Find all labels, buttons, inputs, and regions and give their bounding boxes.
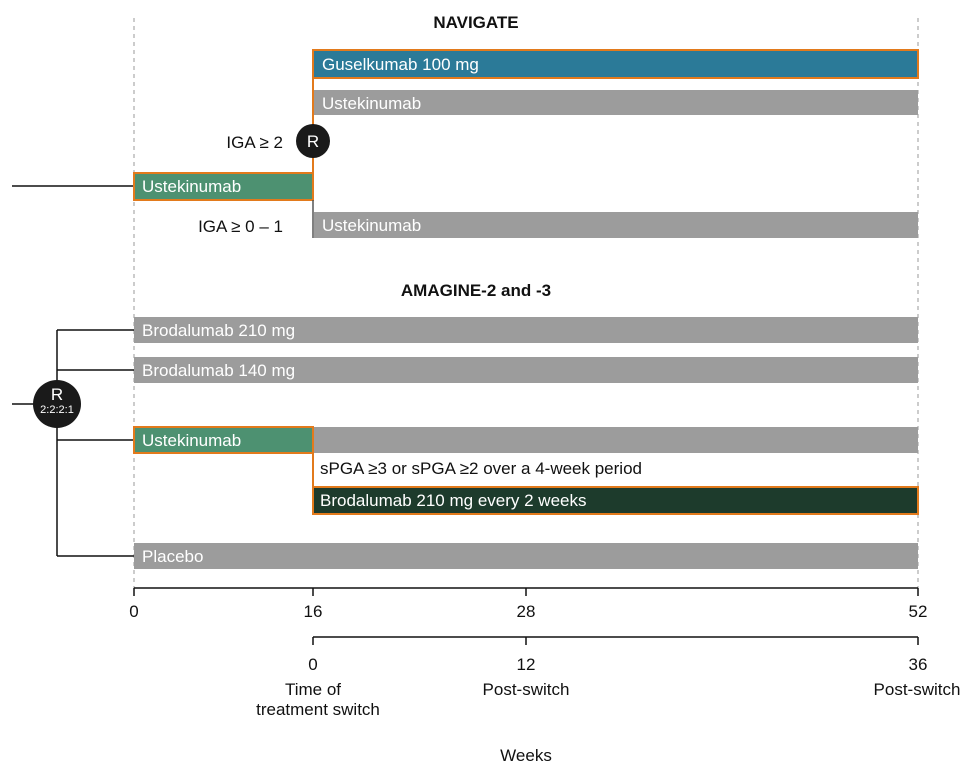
ustekinumab-run-in-bar [133, 172, 314, 201]
navigate-randomization-circle [296, 124, 330, 158]
post-switch-12-label: Post-switch [483, 680, 570, 699]
brodalumab-140-label: Brodalumab 140 mg [142, 361, 295, 380]
ustekinumab-upper-bar [313, 90, 918, 115]
ustekinumab-run-in-label: Ustekinumab [142, 177, 241, 196]
post-switch-36-label: Post-switch [874, 680, 961, 699]
amagine-randomization-label: R [51, 385, 63, 404]
navigate-randomization-label: R [307, 132, 319, 151]
ustekinumab-lower-bar [314, 212, 918, 238]
ustekinumab-lower-label: Ustekinumab [322, 216, 421, 235]
weeks-tick-16-label: 16 [304, 602, 323, 621]
weeks-tick-0-label: 0 [129, 602, 138, 621]
amagine-ustekinumab-label: Ustekinumab [142, 431, 241, 450]
time-of-switch-label-line1: Time of [285, 680, 341, 699]
brodalumab-switch-bar [312, 486, 919, 515]
guselkumab-bar [312, 49, 919, 79]
brodalumab-140-bar [134, 357, 918, 383]
placebo-label: Placebo [142, 547, 203, 566]
post-tick-36-label: 36 [909, 655, 928, 674]
post-tick-12-label: 12 [517, 655, 536, 674]
brodalumab-switch-label: Brodalumab 210 mg every 2 weeks [320, 491, 586, 510]
weeks-axis-title: Weeks [500, 746, 552, 765]
ustekinumab-upper-label: Ustekinumab [322, 94, 421, 113]
weeks-tick-52-label: 52 [909, 602, 928, 621]
switch-criteria-label: sPGA ≥3 or sPGA ≥2 over a 4-week period [320, 459, 642, 478]
amagine-randomization-circle [33, 380, 81, 428]
iga-low-label: IGA ≥ 0 – 1 [198, 217, 283, 236]
post-tick-0-label: 0 [308, 655, 317, 674]
iga-high-label: IGA ≥ 2 [226, 133, 283, 152]
navigate-title: NAVIGATE [433, 13, 518, 32]
brodalumab-210-bar [134, 317, 918, 343]
guselkumab-label: Guselkumab 100 mg [322, 55, 479, 74]
ustekinumab-continuation-bar [313, 427, 918, 453]
brodalumab-210-label: Brodalumab 210 mg [142, 321, 295, 340]
placebo-bar [134, 543, 918, 569]
amagine-ratio-label: 2:2:2:1 [40, 404, 74, 416]
weeks-tick-28-label: 28 [517, 602, 536, 621]
amagine-title: AMAGINE-2 and -3 [401, 281, 551, 300]
time-of-switch-label-line2: treatment switch [256, 700, 380, 719]
